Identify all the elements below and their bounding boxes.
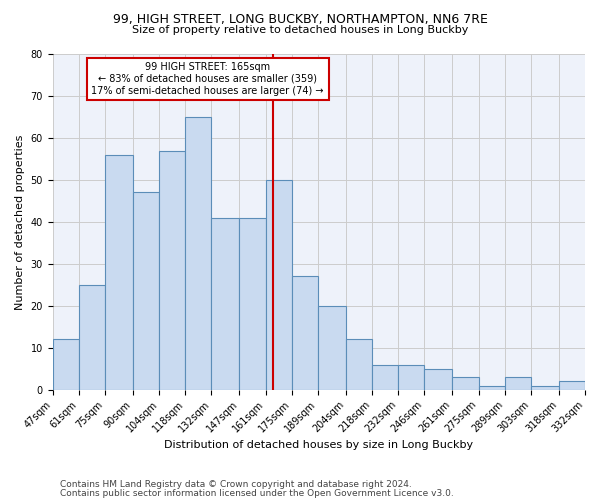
Bar bbox=[505, 377, 531, 390]
Bar bbox=[211, 218, 239, 390]
Bar bbox=[452, 377, 479, 390]
Text: Contains HM Land Registry data © Crown copyright and database right 2024.: Contains HM Land Registry data © Crown c… bbox=[60, 480, 412, 489]
Bar bbox=[398, 364, 424, 390]
Bar bbox=[531, 386, 559, 390]
Bar bbox=[79, 285, 105, 390]
Bar bbox=[53, 340, 79, 390]
Bar bbox=[346, 340, 372, 390]
X-axis label: Distribution of detached houses by size in Long Buckby: Distribution of detached houses by size … bbox=[164, 440, 473, 450]
Bar bbox=[266, 180, 292, 390]
Bar bbox=[318, 306, 346, 390]
Bar bbox=[105, 154, 133, 390]
Bar bbox=[424, 368, 452, 390]
Y-axis label: Number of detached properties: Number of detached properties bbox=[15, 134, 25, 310]
Bar bbox=[133, 192, 159, 390]
Text: Contains public sector information licensed under the Open Government Licence v3: Contains public sector information licen… bbox=[60, 488, 454, 498]
Bar bbox=[559, 382, 585, 390]
Text: 99 HIGH STREET: 165sqm
← 83% of detached houses are smaller (359)
17% of semi-de: 99 HIGH STREET: 165sqm ← 83% of detached… bbox=[91, 62, 324, 96]
Bar bbox=[239, 218, 266, 390]
Bar bbox=[185, 117, 211, 390]
Bar bbox=[372, 364, 398, 390]
Bar bbox=[292, 276, 318, 390]
Bar bbox=[159, 150, 185, 390]
Bar bbox=[479, 386, 505, 390]
Text: 99, HIGH STREET, LONG BUCKBY, NORTHAMPTON, NN6 7RE: 99, HIGH STREET, LONG BUCKBY, NORTHAMPTO… bbox=[113, 12, 487, 26]
Text: Size of property relative to detached houses in Long Buckby: Size of property relative to detached ho… bbox=[132, 25, 468, 35]
